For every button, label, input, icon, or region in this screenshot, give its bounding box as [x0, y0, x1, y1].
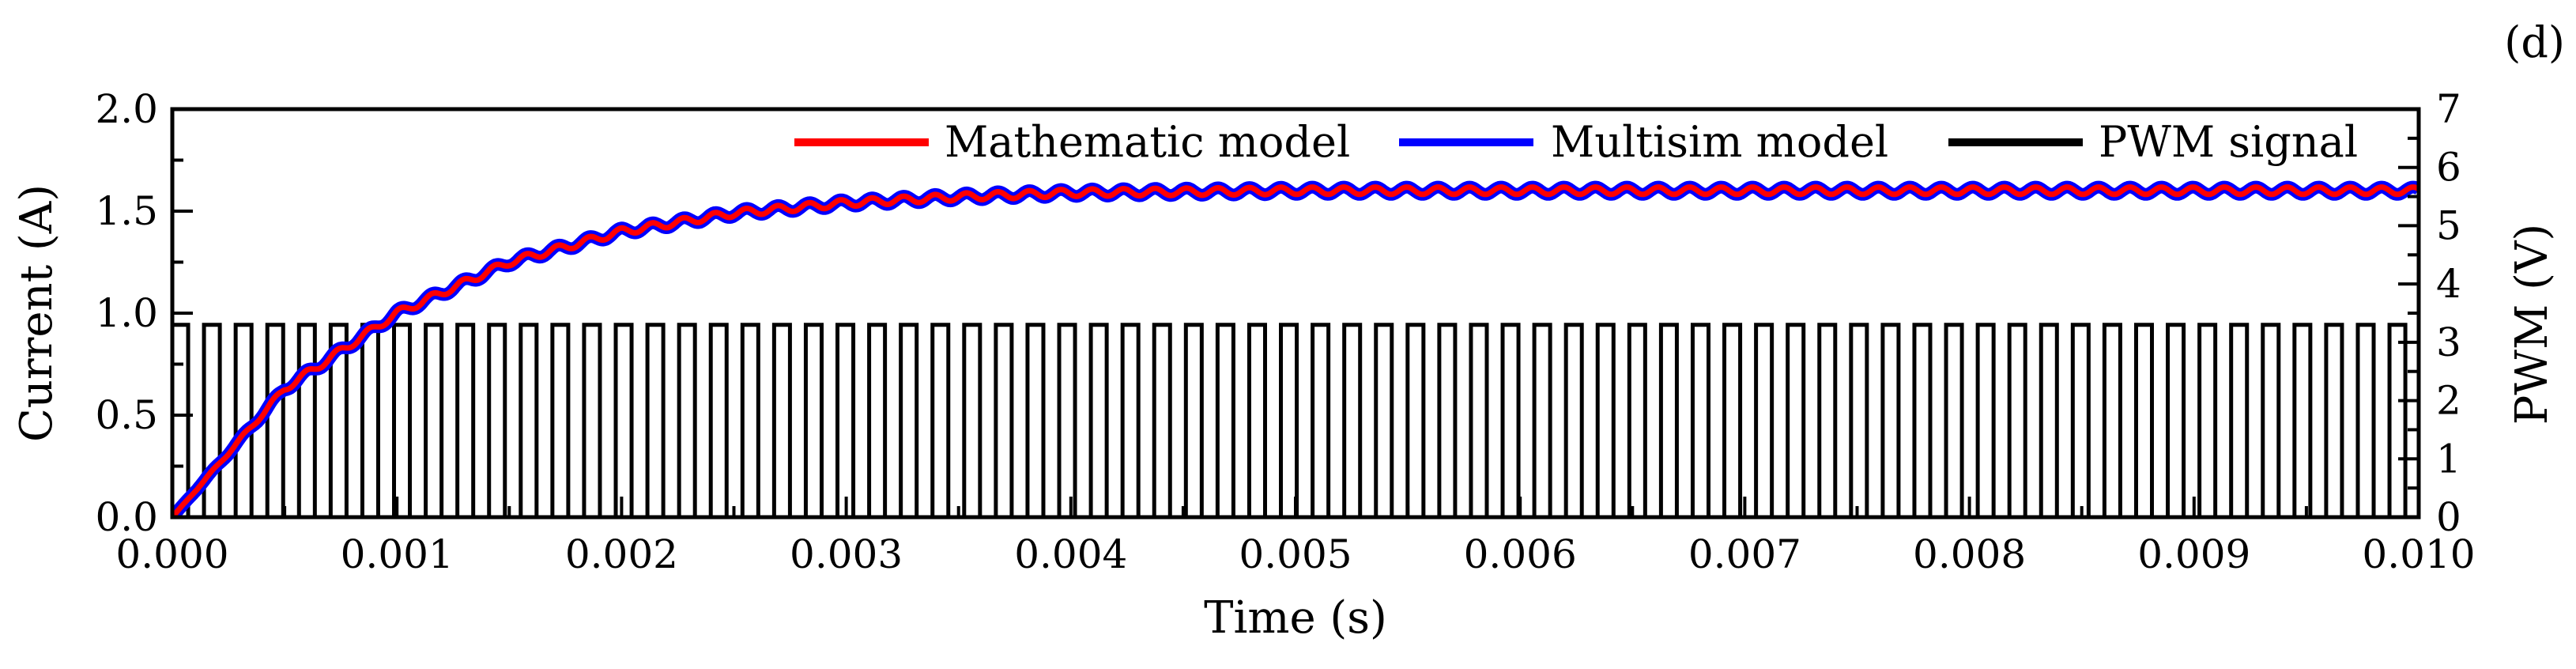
y-right-tick-label: 3 [2436, 319, 2461, 365]
pwm-signal-layer [172, 323, 2419, 517]
y-right-tick-label: 7 [2436, 86, 2461, 132]
x-tick-label: 0.009 [2137, 531, 2250, 577]
y-axis-right-label: PWM (V) [2506, 224, 2558, 425]
axis-ticks: 0.000 0.001 0.002 0.003 0.004 0.005 0.006 0.007… [95, 86, 2475, 577]
series-mathematic-model [172, 184, 2419, 517]
y-left-tick-label: 0.0 [95, 494, 158, 540]
x-tick-label: 0.008 [1913, 531, 2026, 577]
panel-label: (d) [2504, 17, 2565, 67]
x-tick-label: 0.010 [2362, 531, 2475, 577]
y-right-tick-label: 5 [2436, 202, 2461, 248]
y-axis-left-label: Current (A) [11, 184, 62, 442]
y-right-tick-label: 2 [2436, 378, 2461, 424]
y-right-tick-label: 1 [2436, 436, 2461, 482]
legend-label-mathematic: Mathematic model [945, 117, 1350, 167]
y-right-tick-label: 0 [2436, 494, 2461, 540]
x-tick-label: 0.006 [1464, 531, 1577, 577]
y-left-tick-label: 0.5 [95, 392, 158, 438]
current-curve-layer [172, 180, 2419, 517]
y-left-tick-label: 1.0 [95, 290, 158, 336]
legend-label-pwm: PWM signal [2099, 117, 2358, 167]
x-tick-label: 0.001 [341, 531, 454, 577]
x-tick-label: 0.004 [1014, 531, 1127, 577]
x-tick-label: 0.007 [1688, 531, 1801, 577]
legend: Mathematic model Multisim model PWM sign… [794, 117, 2358, 167]
x-axis-label: Time (s) [1204, 592, 1387, 644]
x-tick-label: 0.002 [565, 531, 678, 577]
y-right-tick-label: 4 [2436, 261, 2461, 307]
y-right-tick-label: 6 [2436, 145, 2461, 191]
legend-label-multisim: Multisim model [1551, 117, 1888, 167]
series-pwm-signal [172, 323, 2419, 517]
y-left-tick-label: 2.0 [95, 86, 158, 132]
x-tick-label: 0.003 [790, 531, 903, 577]
x-tick-label: 0.005 [1239, 531, 1352, 577]
x-tick-label: 0.000 [115, 531, 228, 577]
y-left-tick-label: 1.5 [95, 188, 158, 234]
